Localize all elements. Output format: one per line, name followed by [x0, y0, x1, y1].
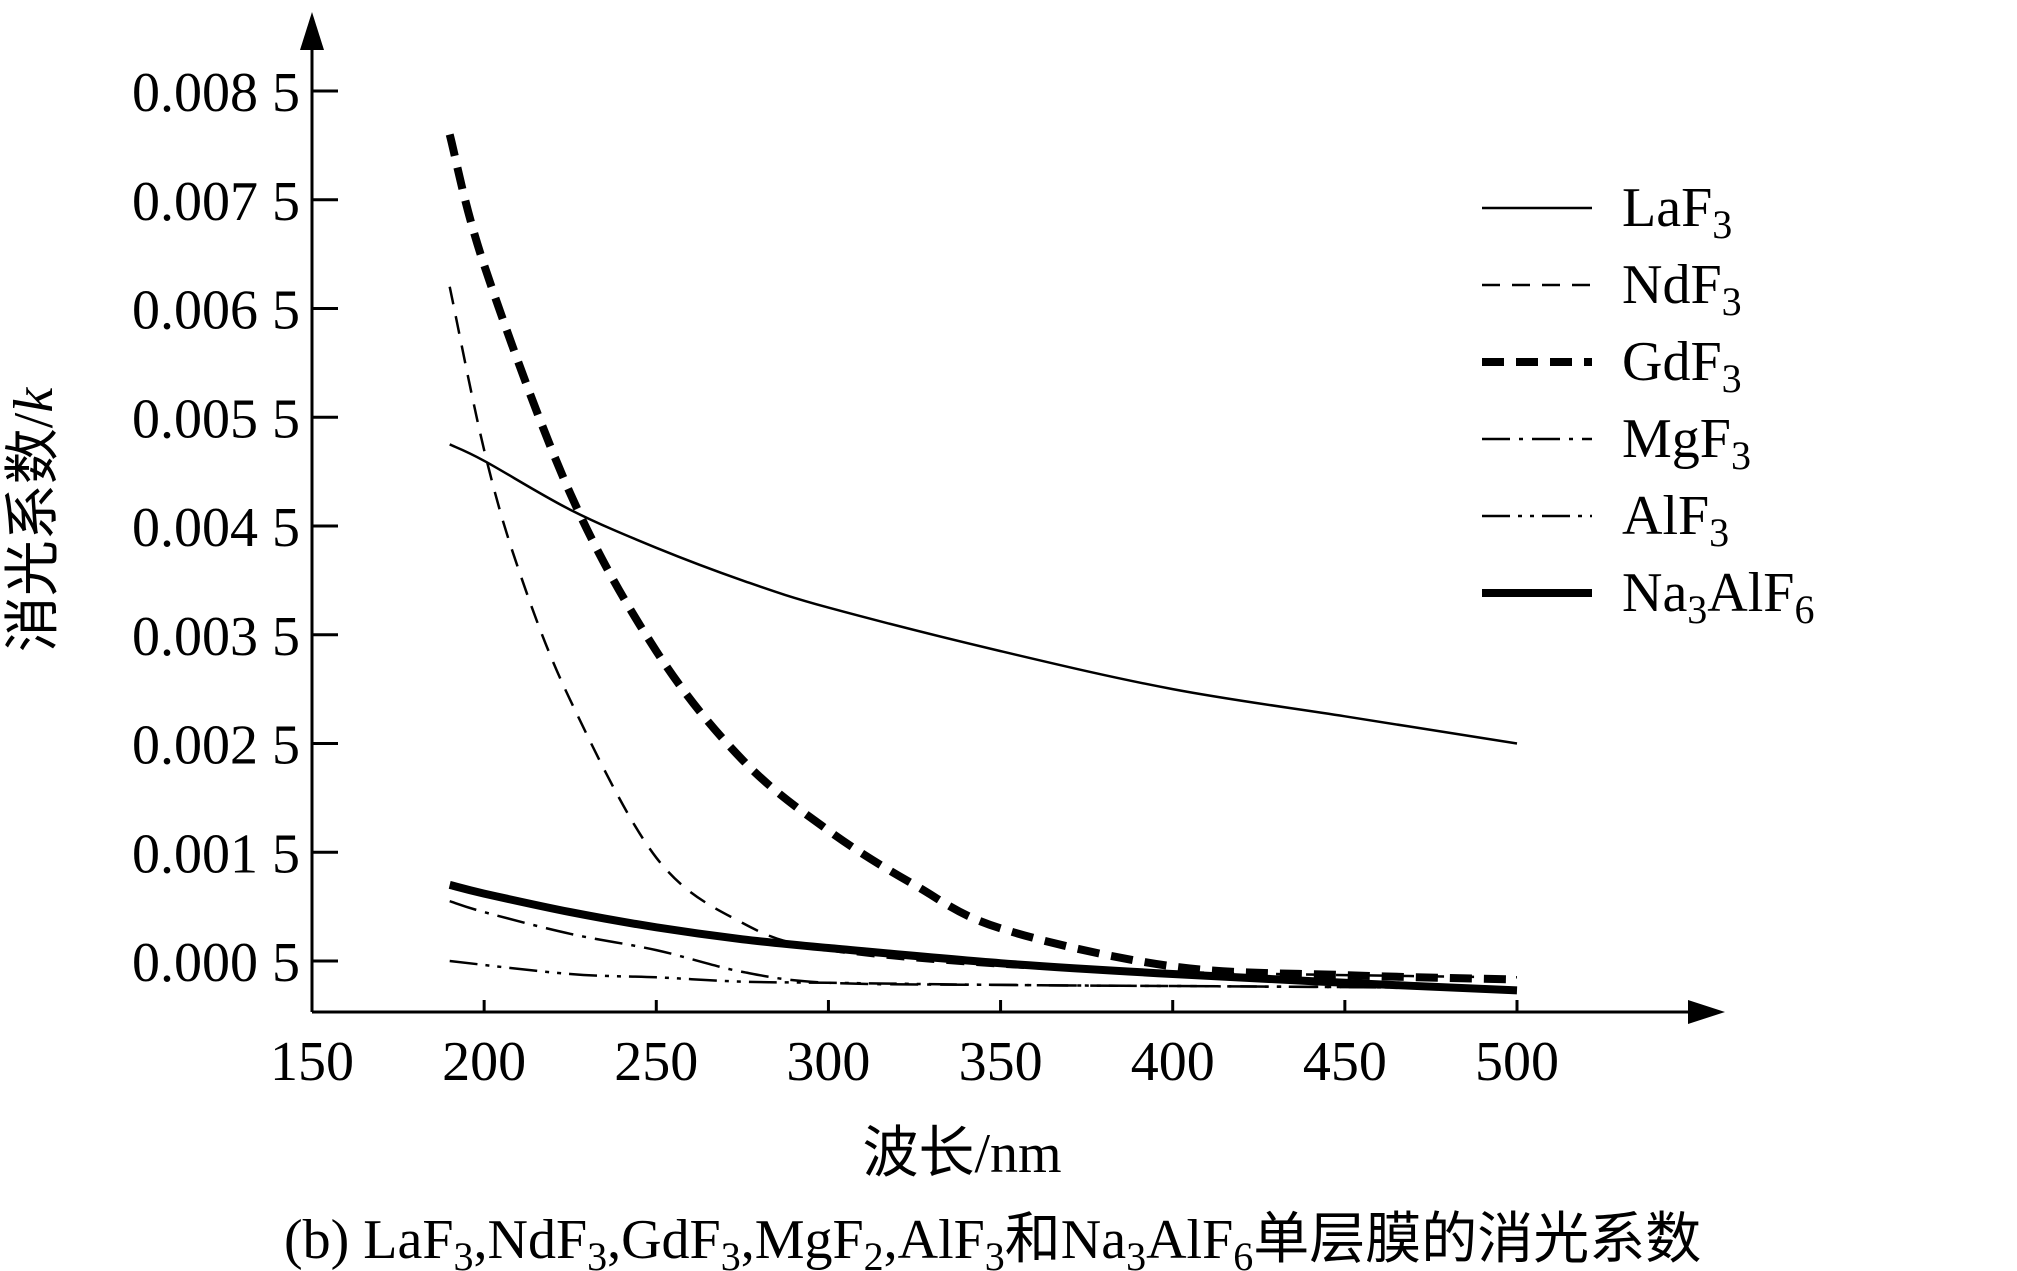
x-tick-label-350: 350 [959, 1031, 1043, 1093]
caption-part-7: AlF [1146, 1209, 1233, 1271]
legend-label-sub: 3 [1712, 202, 1732, 247]
series-line-alf3 [449, 959, 1518, 990]
y-tick-label-5: 0.005 5 [132, 388, 300, 450]
legend-label-na3alf6: Na3AlF6 [1622, 562, 1814, 632]
y-tick-label-2: 0.002 5 [132, 715, 300, 777]
x-ticks: 150 200 250 300 350 400 450 500 [270, 1000, 1559, 1093]
legend-label-base: LaF [1622, 177, 1712, 239]
legend-label-sub-2: 6 [1794, 587, 1814, 632]
x-axis-title: 波长/nm [862, 1123, 1061, 1185]
y-tick-label-6: 0.006 5 [132, 280, 300, 342]
legend-label-ndf3: NdF3 [1622, 254, 1742, 324]
caption-sub-4: 2 [864, 1234, 884, 1271]
x-tick-label-300: 300 [786, 1031, 870, 1093]
legend-label-sub: 3 [1722, 279, 1742, 324]
y-axis-title: 消光系数/k [3, 387, 65, 653]
x-tick-label-400: 400 [1131, 1031, 1215, 1093]
figure-caption: (b) LaF3,NdF3,GdF3,MgF2,AlF3和Na3AlF6单层膜的… [284, 1209, 1701, 1271]
legend-label-base: GdF [1622, 331, 1722, 393]
legend-label-gdf3: GdF3 [1622, 331, 1742, 401]
caption-part-1: (b) LaF [284, 1209, 454, 1271]
axes [300, 12, 1725, 1024]
caption-sub-2: 3 [587, 1234, 607, 1271]
caption-sub-6: 3 [1126, 1234, 1146, 1271]
series-layer [445, 133, 1518, 995]
y-tick-label-8: 0.008 5 [132, 62, 300, 124]
caption-sub-3: 3 [721, 1234, 741, 1271]
legend-label-sub: 3 [1731, 433, 1751, 478]
legend-label-sub: 3 [1709, 510, 1729, 555]
y-axis-title-main: 消光系数/ [3, 412, 65, 652]
legend-label-alf3: AlF3 [1622, 485, 1729, 555]
y-axis-title-var: k [3, 387, 65, 413]
legend-label-mgf3: MgF3 [1622, 408, 1751, 478]
y-tick-label-1: 0.001 5 [132, 823, 300, 885]
caption-sub-1: 3 [454, 1234, 474, 1271]
legend-label-base: Na [1622, 562, 1687, 624]
legend-label-sub: 3 [1722, 356, 1742, 401]
x-tick-label-200: 200 [442, 1031, 526, 1093]
y-tick-label-0: 0.000 5 [132, 932, 300, 994]
caption-part-2: ,NdF [474, 1209, 588, 1271]
x-axis-arrow [1688, 1000, 1725, 1024]
caption-sub-7: 6 [1233, 1234, 1253, 1271]
x-tick-label-500: 500 [1475, 1031, 1559, 1093]
x-tick-label-150: 150 [270, 1031, 354, 1093]
legend-label-base-2: AlF [1707, 562, 1794, 624]
y-tick-label-7: 0.007 5 [132, 171, 300, 233]
x-tick-label-450: 450 [1303, 1031, 1387, 1093]
legend-label-base: MgF [1622, 408, 1731, 470]
series-line-na3alf6 [448, 881, 1518, 995]
caption-part-8: 单层膜的消光系数 [1253, 1209, 1701, 1271]
legend-label-sub: 3 [1687, 587, 1707, 632]
y-ticks: 0.000 5 0.001 5 0.002 5 0.003 5 0.004 5 0.005… [132, 62, 338, 994]
legend-label-base: NdF [1622, 254, 1722, 316]
legend-label-base: AlF [1622, 485, 1709, 547]
y-tick-label-4: 0.004 5 [132, 497, 300, 559]
caption-part-5: ,AlF [884, 1209, 985, 1271]
series-line-laf3 [449, 443, 1518, 745]
caption-part-3: ,GdF [607, 1209, 721, 1271]
series-line-ndf3 [448, 286, 1518, 979]
y-axis-arrow [300, 12, 324, 50]
caption-part-4: ,MgF [741, 1209, 864, 1271]
series-line-gdf3 [445, 133, 1518, 984]
caption-sub-5: 3 [985, 1234, 1005, 1271]
caption-part-6: 和Na [1005, 1209, 1126, 1271]
x-tick-label-250: 250 [614, 1031, 698, 1093]
legend-label-laf3: LaF3 [1622, 177, 1732, 247]
y-tick-label-3: 0.003 5 [132, 606, 300, 668]
